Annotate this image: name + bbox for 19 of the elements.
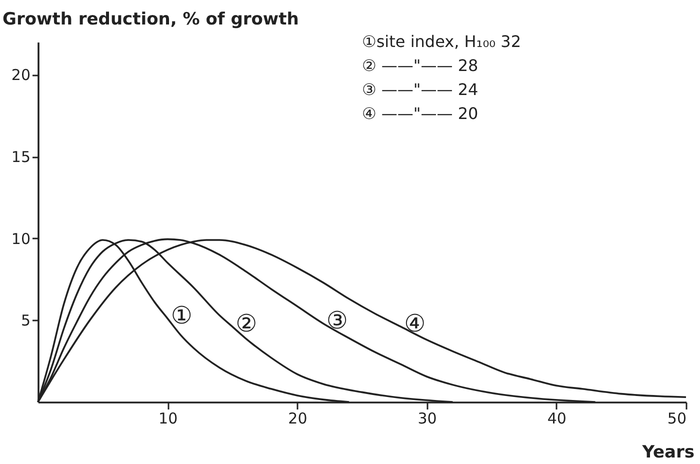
y-tick-label: 10 xyxy=(11,230,30,248)
annotation: ① xyxy=(170,302,192,330)
annotation: ④ xyxy=(404,310,426,338)
annotation: ①site index, H₁₀₀ 32 xyxy=(362,32,521,51)
x-tick-label: 40 xyxy=(547,410,566,428)
y-axis-title: Growth reduction, % of growth xyxy=(2,10,299,30)
annotation: ④ ——"—— 20 xyxy=(362,104,478,123)
x-tick-label: 20 xyxy=(288,410,308,428)
y-tick-label: 15 xyxy=(11,148,30,166)
annotation: ③ ——"—— 24 xyxy=(362,80,478,99)
annotation: ② xyxy=(236,310,258,338)
x-tick-label: 10 xyxy=(158,410,178,428)
y-tick-label: 20 xyxy=(11,66,30,84)
x-tick-label: 50 xyxy=(667,410,686,428)
x-axis-title: Years xyxy=(641,442,694,462)
annotation: ② ——"—— 28 xyxy=(362,56,478,75)
y-tick-label: 5 xyxy=(20,312,30,330)
x-tick-label: 30 xyxy=(418,410,437,428)
annotation: ③ xyxy=(326,306,348,334)
